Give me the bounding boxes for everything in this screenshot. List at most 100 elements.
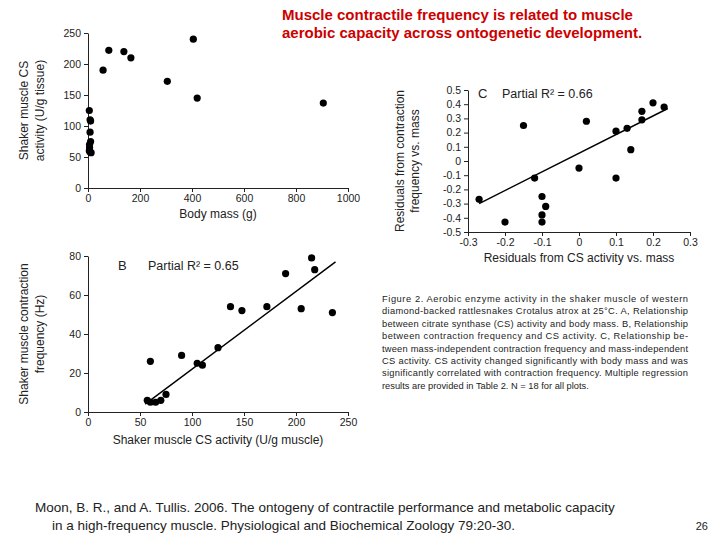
data-point [638,108,645,115]
tick-mark [84,188,88,189]
caption-line: CS activity. CS activity changed signifi… [382,356,688,366]
tick-label: 40 [69,328,81,340]
tick-label: -0.2 [443,183,461,195]
data-point [86,107,93,114]
caption-line: significantly correlated with contractio… [382,368,688,378]
data-point [531,174,538,181]
caption-line: diamond-backed rattlesnakes Crotalus atr… [382,306,688,316]
axis-line [468,91,469,233]
tick: 0 [75,406,88,418]
data-point [120,48,127,55]
citation: Moon, B. R., and A. Tullis. 2006. The on… [35,500,615,533]
tick: 0.3 [683,232,698,248]
tick-mark [244,188,245,192]
tick-mark [296,188,297,192]
data-point [86,129,93,136]
y-axis: 050100150200250 [63,27,88,194]
tick-mark [464,232,468,233]
tick: -0.4 [443,212,468,224]
data-point [638,116,645,123]
tick: 0 [75,182,88,194]
tick-label: 200 [288,416,306,428]
tick-mark [244,412,245,416]
axis-line [89,188,349,189]
title: Muscle contractile frequency is related … [282,6,642,41]
tick: 0 [455,155,468,167]
tick: 100 [184,412,202,428]
data-point [538,193,545,200]
plot-area [86,36,327,157]
tick-label: 250 [63,27,81,39]
tick-label: 0 [455,155,461,167]
tick: 0.2 [446,126,468,138]
chart-panel: -0.3-0.2-0.100.10.20.3-0.5-0.4-0.3-0.2-0… [393,84,698,265]
tick: 40 [69,328,88,340]
data-point [178,352,185,359]
tick-label: 0 [75,406,81,418]
tick: 0.1 [609,232,624,248]
y-axis-title: frequency vs. mass [408,109,422,212]
tick-mark [464,161,468,162]
tick-label: 200 [63,58,81,70]
tick: -0.5 [443,226,468,238]
tick-label: 0.2 [646,236,661,248]
data-point [282,270,289,277]
caption-line: tween mass-independent contraction frequ… [382,344,688,354]
y-axis-title: frequency (Hz) [33,295,47,374]
chart-panel: 02004006008001000050100150200250Body mas… [17,27,360,221]
tick-label: -0.3 [459,236,477,248]
data-point [127,54,134,61]
tick-label: 600 [236,192,254,204]
tick: 150 [236,412,254,428]
y-axis: 020406080 [69,250,88,418]
tick: -0.1 [533,232,551,248]
tick-label: -0.1 [533,236,551,248]
axis-line [88,257,89,413]
slide-canvas: Muscle contractile frequency is related … [0,0,720,540]
data-point [520,122,527,129]
data-point [538,211,545,218]
data-point [227,303,234,310]
tick-label: 200 [132,192,150,204]
y-axis-title: Residuals from contraction [393,90,407,232]
panel-label: B [118,258,127,273]
tick-mark [84,334,88,335]
data-point [612,128,619,135]
tick-mark [84,126,88,127]
tick-label: 0 [86,192,92,204]
tick-label: 0.2 [446,126,461,138]
x-axis: -0.3 -0.2 -0.1 0 0.1 0.2 0.3 [459,232,697,248]
x-axis-title: Body mass (g) [179,207,256,221]
tick-label: 0 [86,416,92,428]
caption-line: between contraction frequency and CS act… [382,331,688,341]
tick-mark [464,175,468,176]
title-line: Muscle contractile frequency is related … [282,6,633,23]
tick-label: 1000 [337,192,361,204]
tick-mark [84,295,88,296]
tick-label: 400 [184,192,202,204]
tick-label: 150 [236,416,254,428]
tick: 150 [63,89,88,101]
data-point [476,196,483,203]
tick-mark [468,232,469,236]
tick-label: 0.1 [446,141,461,153]
tick: 0 [577,232,583,248]
tick-mark [653,232,654,236]
tick-mark [616,232,617,236]
tick-mark [140,412,141,416]
tick: 80 [69,250,88,262]
tick-mark [464,133,468,134]
tick-label: 0.3 [683,236,698,248]
annotation: Partial R² = 0.65 [148,259,239,273]
x-axis-title: Shaker muscle CS activity (U/g muscle) [113,433,324,447]
tick-label: -0.3 [443,197,461,209]
y-axis: -0.5-0.4-0.3-0.2-0.100.10.20.30.40.5 [443,84,469,238]
tick-mark [84,157,88,158]
y-axis-title: activity (U/g tissue) [33,60,47,161]
slide: Muscle contractile frequency is related … [0,0,720,540]
data-point [329,309,336,316]
tick: -0.2 [443,183,468,195]
tick-label: -0.2 [496,236,514,248]
tick-label: 0.1 [609,236,624,248]
tick-mark [84,373,88,374]
